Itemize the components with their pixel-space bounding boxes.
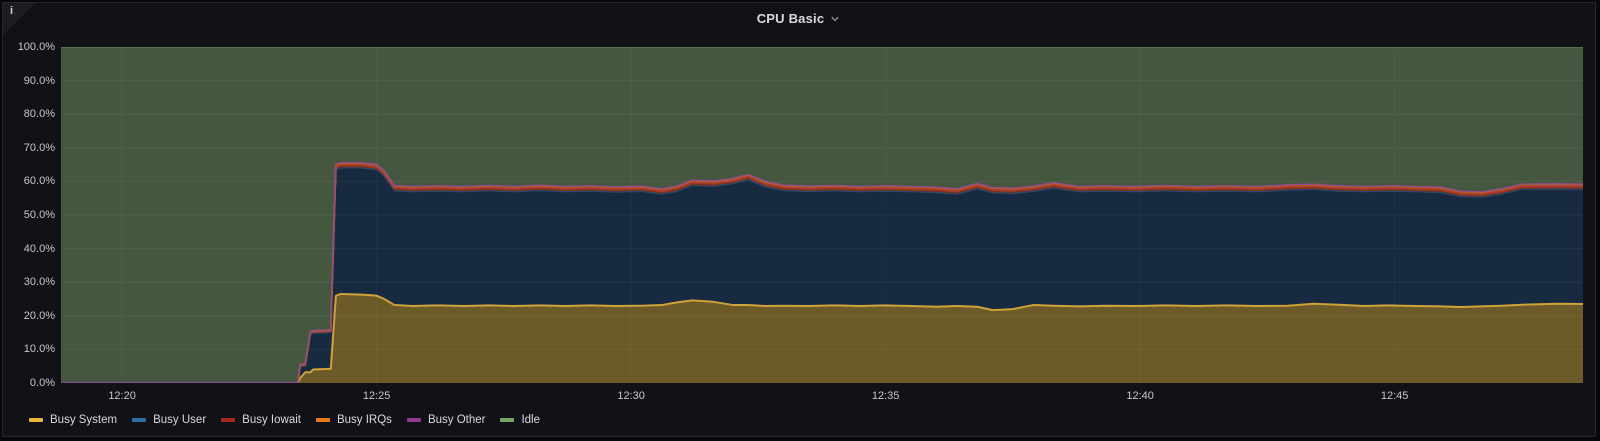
busy-user-swatch-icon	[132, 418, 147, 422]
y-axis-label: 20.0%	[23, 309, 55, 322]
y-axis-label: 10.0%	[23, 343, 55, 356]
panel-header[interactable]: CPU Basic	[3, 3, 1595, 33]
area-busy-user	[61, 167, 1583, 383]
legend-label: Idle	[521, 414, 541, 426]
line-busy-iowait	[61, 164, 1584, 384]
x-axis-label: 12:20	[108, 390, 136, 402]
y-axis-label: 30.0%	[23, 276, 55, 289]
panel-info-corner[interactable]: i	[3, 3, 35, 35]
busy-iowait-swatch-icon	[221, 418, 236, 422]
busy-irqs-swatch-icon	[315, 418, 330, 422]
x-axis-label: 12:35	[871, 390, 900, 402]
y-axis-label: 90.0%	[23, 74, 55, 87]
x-axis-label: 12:45	[1380, 390, 1409, 402]
chart-legend: Busy System Busy User Busy Iowait Busy IRQs…	[29, 411, 540, 429]
legend-item-busy-other[interactable]: Busy Other	[406, 414, 486, 426]
y-axis-label: 100.0%	[17, 41, 55, 53]
chevron-down-icon	[831, 16, 839, 22]
y-axis-label: 70.0%	[23, 141, 55, 154]
panel-title: CPU Basic	[756, 10, 825, 26]
legend-label: Busy Other	[427, 414, 486, 426]
busy-system-swatch-icon	[29, 418, 43, 422]
info-icon: i	[10, 5, 14, 17]
y-axis-label: 50.0%	[23, 209, 55, 221]
area-idle	[61, 47, 1583, 383]
x-axis-label: 12:30	[617, 390, 645, 402]
legend-item-busy-iowait[interactable]: Busy Iowait	[221, 414, 301, 426]
legend-item-busy-system[interactable]: Busy System	[29, 414, 117, 426]
legend-item-busy-user[interactable]: Busy User	[132, 414, 206, 426]
legend-label: Busy Iowait	[242, 414, 301, 426]
line-busy-other	[61, 161, 1584, 384]
legend-item-idle[interactable]: Idle	[500, 414, 540, 426]
area-busy-system	[61, 293, 1583, 383]
busy-other-swatch-icon	[406, 418, 421, 422]
cpu-chart-plot-area[interactable]	[61, 46, 1584, 384]
x-axis-label: 12:25	[362, 390, 391, 402]
x-axis-label: 12:40	[1126, 390, 1154, 402]
cpu-usage-stacked-chart	[61, 46, 1584, 384]
line-busy-system	[61, 292, 1584, 384]
legend-label: Busy User	[153, 414, 207, 426]
idle-swatch-icon	[500, 418, 515, 422]
y-axis-label: 40.0%	[23, 242, 55, 255]
legend-label: Busy System	[50, 414, 118, 426]
line-busy-user	[61, 167, 1584, 384]
y-axis-label: 80.0%	[23, 108, 55, 121]
y-axis-label: 0.0%	[29, 377, 55, 389]
y-axis-label: 60.0%	[23, 175, 55, 188]
legend-label: Busy IRQs	[336, 414, 392, 426]
legend-item-busy-irqs[interactable]: Busy IRQs	[315, 414, 392, 426]
